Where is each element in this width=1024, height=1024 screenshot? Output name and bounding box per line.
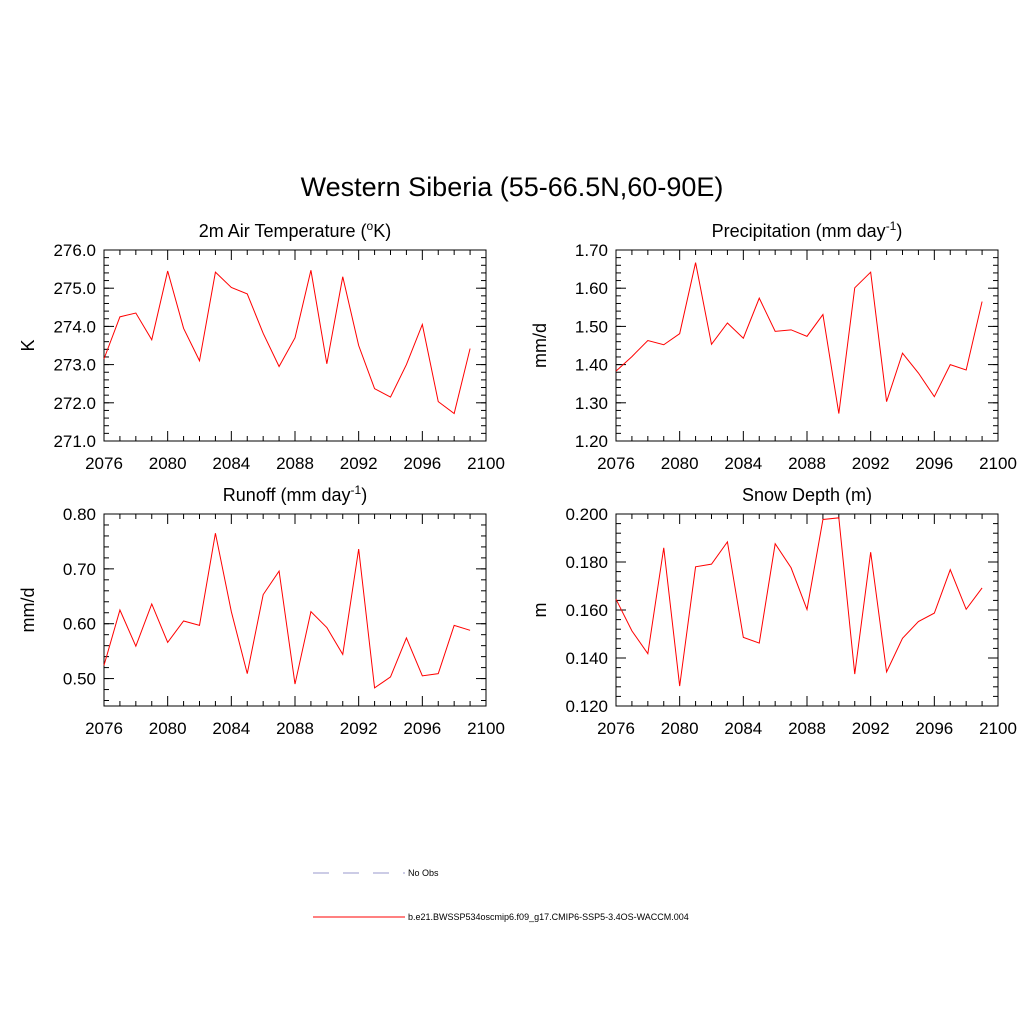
plot-frame [615, 513, 999, 707]
y-tick-label: 1.40 [575, 356, 608, 375]
x-tick-label: 2096 [403, 719, 441, 738]
panel-snow-depth: Snow Depth (m) m 2076 2080 2084 2088 2092 2096 2… [530, 485, 1017, 738]
y-tick-label: 274.0 [53, 317, 96, 336]
y-tick-label: 0.120 [565, 697, 608, 716]
y-tick-label: 0.60 [63, 615, 96, 634]
y-axis-label: m [530, 603, 550, 618]
x-tick-label: 2096 [915, 719, 953, 738]
x-tick-label: 2076 [85, 719, 123, 738]
x-tick-label: 2088 [788, 454, 826, 473]
y-tick-label: 1.60 [575, 279, 608, 298]
y-tick-label: 0.140 [565, 649, 608, 668]
y-tick-label: 275.0 [53, 279, 96, 298]
y-tick-label: 271.0 [53, 432, 96, 451]
y-tick-label: 0.160 [565, 601, 608, 620]
plot-frame [615, 249, 999, 442]
x-tick-label: 2076 [85, 454, 123, 473]
x-tick-label: 2092 [340, 719, 378, 738]
x-tick-label: 2076 [597, 454, 635, 473]
x-tick-label: 2080 [149, 454, 187, 473]
y-tick-label: 272.0 [53, 394, 96, 413]
x-tick-label: 2100 [979, 719, 1017, 738]
x-tick-label: 2084 [212, 719, 250, 738]
x-tick-label: 2080 [661, 454, 699, 473]
panel-runoff: Runoff (mm day-1) mm/d 2076 2080 2084 2088 209… [18, 483, 505, 738]
panel-title: Snow Depth (m) [742, 485, 872, 505]
y-tick-label: 1.50 [575, 317, 608, 336]
x-tick-label: 2088 [276, 719, 314, 738]
series-line [615, 262, 983, 414]
x-tick-label: 2096 [915, 454, 953, 473]
y-axis-label: mm/d [18, 588, 38, 633]
series-line [103, 270, 471, 415]
legend: No Obs b.e21.BWSSP534oscmip6.f09_g17.CMI… [313, 868, 689, 922]
x-tick-label: 2092 [852, 454, 890, 473]
x-tick-label: 2088 [276, 454, 314, 473]
x-tick-label: 2092 [340, 454, 378, 473]
y-tick-label: 276.0 [53, 241, 96, 260]
x-tick-label: 2084 [212, 454, 250, 473]
x-tick-label: 2100 [467, 719, 505, 738]
y-tick-label: 0.200 [565, 505, 608, 524]
y-tick-label: 0.70 [63, 560, 96, 579]
x-tick-label: 2088 [788, 719, 826, 738]
y-tick-label: 0.80 [63, 505, 96, 524]
legend-label-model: b.e21.BWSSP534oscmip6.f09_g17.CMIP6-SSP5… [408, 912, 689, 922]
series-line [615, 517, 983, 687]
series-line [103, 533, 471, 689]
x-tick-label: 2084 [724, 719, 762, 738]
y-tick-label: 1.20 [575, 432, 608, 451]
y-axis-label: mm/d [530, 323, 550, 368]
panel-title: 2m Air Temperature (oK) [199, 219, 391, 241]
panel-precipitation: Precipitation (mm day-1) mm/d 2076 2080 2084… [530, 219, 1017, 473]
x-tick-label: 2080 [661, 719, 699, 738]
x-tick-label: 2096 [403, 454, 441, 473]
x-tick-label: 2100 [979, 454, 1017, 473]
plot-frame [103, 249, 487, 442]
y-tick-label: 0.50 [63, 670, 96, 689]
figure-title: Western Siberia (55-66.5N,60-90E) [301, 172, 724, 202]
plot-frame [103, 513, 487, 707]
legend-label-no-obs: No Obs [408, 868, 439, 878]
x-tick-label: 2080 [149, 719, 187, 738]
y-tick-label: 273.0 [53, 356, 96, 375]
x-tick-label: 2092 [852, 719, 890, 738]
y-axis-label: K [18, 339, 38, 351]
x-tick-label: 2076 [597, 719, 635, 738]
y-tick-label: 1.30 [575, 394, 608, 413]
panel-title: Precipitation (mm day-1) [712, 219, 903, 241]
panel-title: Runoff (mm day-1) [223, 483, 367, 505]
x-tick-label: 2100 [467, 454, 505, 473]
y-tick-label: 1.70 [575, 241, 608, 260]
x-tick-label: 2084 [724, 454, 762, 473]
panel-air-temperature: 2m Air Temperature (oK) K 2076 2080 2084 2088… [18, 219, 505, 473]
y-tick-label: 0.180 [565, 553, 608, 572]
